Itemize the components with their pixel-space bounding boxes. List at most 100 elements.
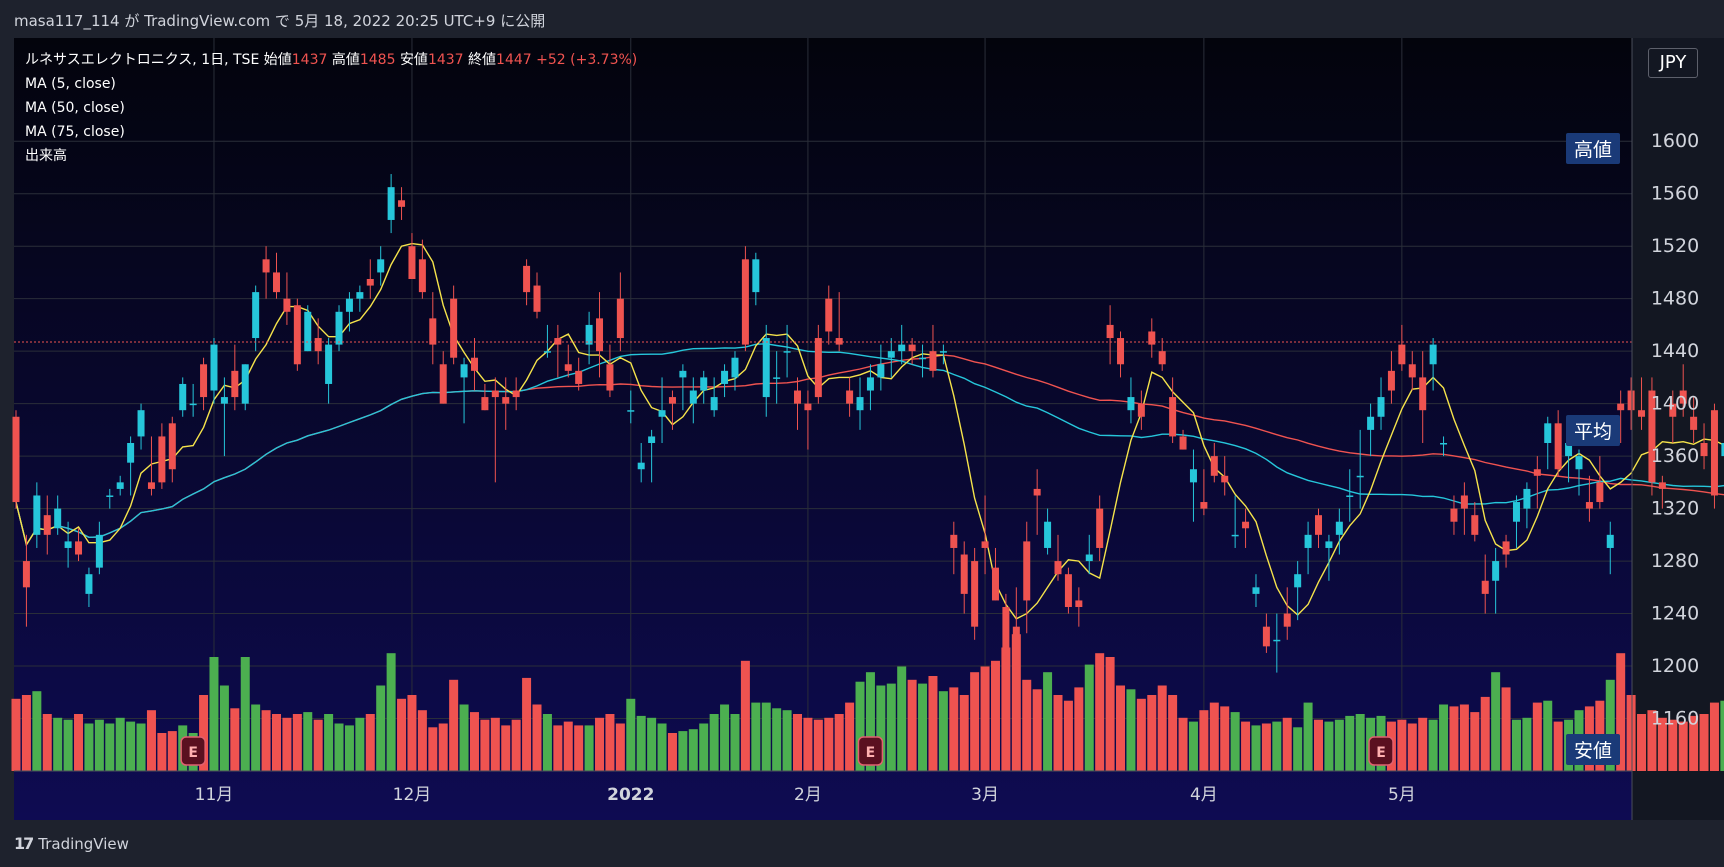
volume-bar [324,714,334,771]
volume-bar [886,683,896,771]
candle [1627,377,1635,430]
volume-bar [344,725,354,771]
volume-bar [1459,704,1469,771]
volume-bar [1199,710,1209,771]
candle-body [262,259,270,273]
volume-bar [626,698,636,771]
ma50-legend[interactable]: MA (50, close) [25,100,125,116]
volume-bar [1022,679,1032,771]
candle-body [1054,561,1062,575]
volume-legend[interactable]: 出来高 [25,148,67,164]
symbol-label[interactable]: ルネサスエレクトロニクス, 1日, TSE [25,52,260,68]
candle [1398,324,1406,371]
candle [75,528,83,562]
volume-bar [480,719,490,771]
high-price-tag: 高値 [1566,133,1621,164]
volume-bar [751,702,761,771]
candle [1283,587,1291,640]
candle-body [1596,482,1604,503]
currency-button[interactable]: JPY [1648,48,1698,78]
candle-body [1690,416,1698,430]
candle [1294,561,1302,621]
volume-bar [167,731,177,771]
candle [429,292,437,365]
candle [1315,508,1322,548]
volume-bar [876,685,886,771]
open-value: 1437 [291,52,328,68]
candle-body [512,390,520,398]
volume-bar [1470,712,1480,771]
candle [1450,495,1458,535]
candle [575,357,583,391]
candle-body [54,508,62,529]
candle [147,436,155,496]
volume-bar [813,719,823,771]
candle-body [981,541,989,548]
candle [1075,587,1083,627]
candle [929,324,937,378]
candle [408,233,416,279]
volume-bar [42,714,52,771]
candle-body [679,370,687,378]
candle [794,377,801,430]
volume-bar [1397,719,1407,771]
candle-body [1710,410,1718,496]
candle-body [1315,515,1322,535]
volume-bar [1147,695,1157,771]
candle [762,324,770,417]
candle [366,259,374,299]
candle [314,318,322,365]
candle-body [325,344,333,384]
candle-body [1075,600,1083,607]
ma5-legend[interactable]: MA (5, close) [25,76,116,92]
volume-bar [834,714,844,771]
candle [1346,469,1354,522]
candle [1502,534,1510,568]
candle-body [1085,554,1093,562]
candle-body [689,390,697,404]
candle [648,429,656,483]
volume-bar [1188,721,1198,771]
volume-bar [334,723,344,771]
candle-body [1273,639,1281,642]
candle-body [1419,377,1427,411]
candle-body [721,370,729,384]
volume-bar [1230,712,1240,771]
candle-body [106,495,114,497]
candle [460,357,468,424]
chart[interactable]: E E E 1160 1200 1240 1280 1320 1360 1400 1440 1480… [0,38,1724,828]
candle-body [1460,495,1468,509]
volume-bar [1626,695,1636,771]
candle-body [1325,541,1333,548]
volume-bar [1407,723,1417,771]
candle-body [1221,475,1229,483]
candle [1721,443,1724,457]
price-tick-label: 1320 [1651,498,1699,520]
candle [1606,521,1614,575]
volume-bar [1136,698,1146,771]
volume-bar [292,714,302,771]
candle-body [1575,456,1583,470]
candle [54,495,62,535]
candle [325,338,333,404]
candle-body [627,410,635,412]
candle-body [919,357,927,360]
change-value: +52 (+3.73%) [536,52,638,68]
tradingview-brand[interactable]: 17 TradingView [14,834,129,853]
candle-body [1481,580,1489,594]
candle [679,364,687,411]
candle-body [450,298,458,358]
volume-bar [11,698,21,771]
candle-body [908,344,916,352]
volume-bar [1032,689,1042,771]
volume-bar [949,687,959,771]
volume-bar [772,708,782,771]
candle [689,377,697,424]
candle [168,416,176,483]
volume-bar [782,710,792,771]
ma75-legend[interactable]: MA (75, close) [25,124,125,140]
candle [1356,429,1364,509]
price-tick-label: 1440 [1651,340,1699,362]
candle-body [939,351,947,353]
candle-body [179,383,187,411]
